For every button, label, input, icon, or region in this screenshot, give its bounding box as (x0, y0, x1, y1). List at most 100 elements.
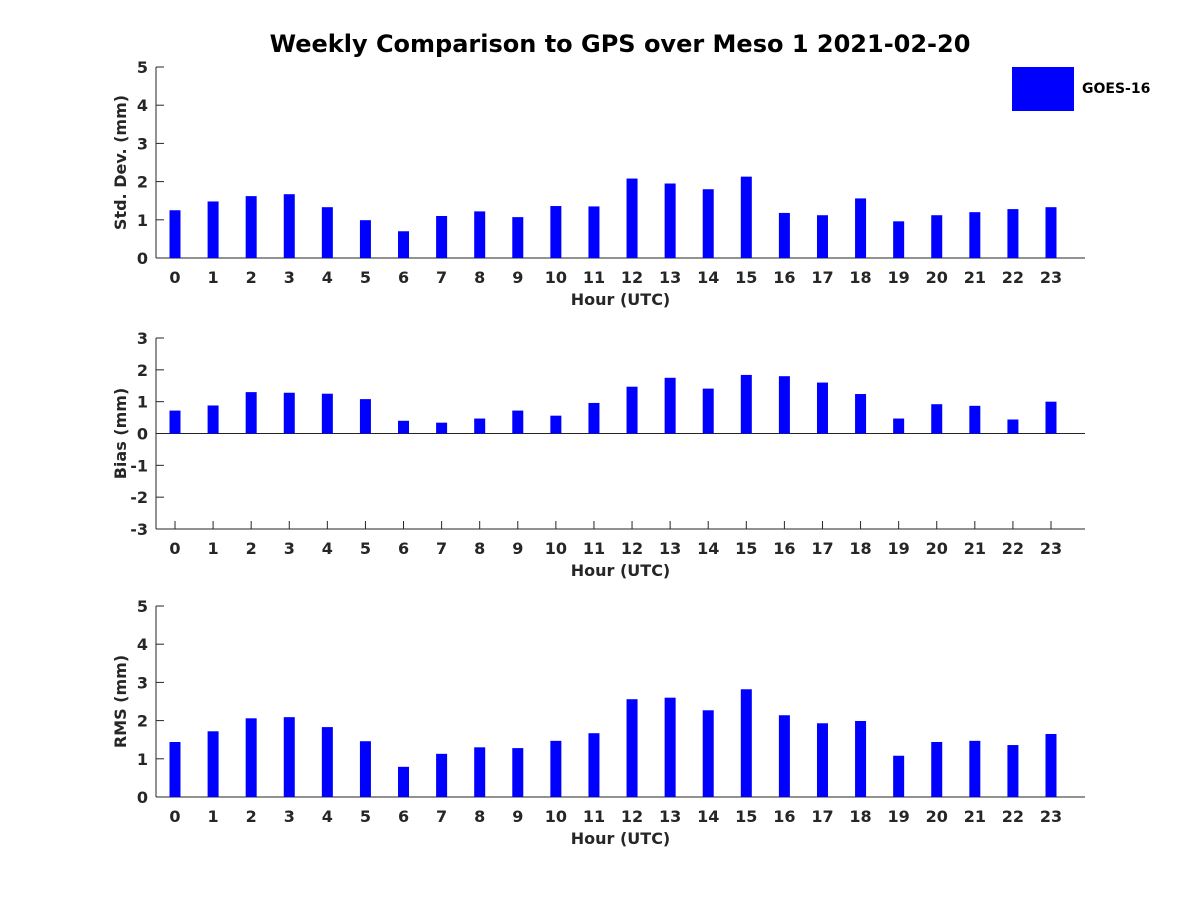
bias-x-tick-label: 21 (964, 539, 986, 558)
rms-bar-13 (664, 697, 676, 797)
rms-bar-19 (893, 755, 905, 797)
bias-x-tick-label: 17 (811, 539, 833, 558)
std-dev-x-tick-label: 11 (583, 268, 605, 287)
rms-x-tick-label: 23 (1040, 807, 1062, 826)
std-dev-y-tick-label: 4 (137, 96, 148, 115)
bias-x-tick-label: 9 (512, 539, 523, 558)
rms-x-tick-label: 14 (697, 807, 719, 826)
bias-x-tick-label: 12 (621, 539, 643, 558)
bias-bar-6 (398, 420, 410, 434)
std-dev-x-tick-label: 21 (964, 268, 986, 287)
bias-x-tick-label: 10 (545, 539, 567, 558)
std-dev-bar-5 (359, 220, 371, 258)
bias-bar-0 (169, 410, 181, 434)
rms-x-tick-label: 8 (474, 807, 485, 826)
rms-y-tick-label: 5 (137, 597, 148, 616)
bias-bar-7 (436, 422, 448, 434)
bias-bar-15 (740, 374, 752, 434)
rms-bar-12 (626, 699, 638, 797)
std-dev-x-tick-label: 20 (926, 268, 948, 287)
bias-y-tick-label: 3 (137, 329, 148, 348)
std-dev-bar-20 (931, 215, 943, 258)
std-dev-x-tick-label: 23 (1040, 268, 1062, 287)
bias-bar-23 (1045, 401, 1057, 434)
bias-y-tick-label: -3 (130, 520, 148, 539)
std-dev-bar-0 (169, 210, 181, 258)
rms-x-tick-label: 19 (888, 807, 910, 826)
rms-bar-14 (702, 710, 714, 797)
bias-bar-19 (893, 418, 905, 434)
rms-bar-21 (969, 740, 981, 797)
bias-x-tick-label: 7 (436, 539, 447, 558)
std-dev-x-tick-label: 22 (1002, 268, 1024, 287)
bias-y-tick-label: 0 (137, 425, 148, 444)
bias-y-tick-label: -1 (130, 456, 148, 475)
bias-bar-8 (474, 418, 486, 434)
std-dev-bar-13 (664, 183, 676, 258)
bias-bar-9 (512, 410, 524, 434)
rms-y-tick-label: 2 (137, 712, 148, 731)
std-dev-x-tick-label: 18 (849, 268, 871, 287)
rms-bar-9 (512, 748, 524, 797)
bias-x-tick-label: 11 (583, 539, 605, 558)
bias-x-tick-label: 5 (360, 539, 371, 558)
legend-label: GOES-16 (1082, 81, 1151, 97)
bias-x-tick-label: 14 (697, 539, 719, 558)
bias-bar-11 (588, 402, 600, 434)
rms-x-tick-label: 7 (436, 807, 447, 826)
std-dev-x-tick-label: 0 (169, 268, 180, 287)
std-dev-bar-12 (626, 178, 638, 258)
bias-x-tick-label: 16 (773, 539, 795, 558)
bias-bar-14 (702, 388, 714, 434)
bias-bar-22 (1007, 419, 1019, 434)
bias-bar-12 (626, 386, 638, 434)
bias-x-tick-label: 3 (284, 539, 295, 558)
rms-x-tick-label: 16 (773, 807, 795, 826)
bias-bar-18 (855, 394, 867, 434)
std-dev-y-tick-label: 0 (137, 249, 148, 268)
rms-y-tick-label: 3 (137, 673, 148, 692)
bias-x-tick-label: 20 (926, 539, 948, 558)
std-dev-bar-2 (245, 196, 257, 258)
std-dev-x-tick-label: 3 (284, 268, 295, 287)
std-dev-x-tick-label: 19 (888, 268, 910, 287)
rms-bar-6 (398, 766, 410, 797)
bias-bar-16 (778, 376, 790, 434)
rms-bar-5 (359, 741, 371, 797)
std-dev-x-tick-label: 9 (512, 268, 523, 287)
rms-bar-3 (283, 717, 295, 797)
rms-x-tick-label: 18 (849, 807, 871, 826)
rms-bar-11 (588, 733, 600, 797)
rms-bar-1 (207, 731, 219, 797)
std-dev-bar-10 (550, 206, 562, 258)
std-dev-x-tick-label: 12 (621, 268, 643, 287)
rms-x-tick-label: 6 (398, 807, 409, 826)
bias-x-tick-label: 0 (169, 539, 180, 558)
rms-x-tick-label: 1 (208, 807, 219, 826)
std-dev-x-tick-label: 1 (208, 268, 219, 287)
bias-bar-13 (664, 377, 676, 434)
std-dev-y-axis-label: Std. Dev. (mm) (111, 95, 130, 230)
bias-x-tick-label: 6 (398, 539, 409, 558)
std-dev-x-tick-label: 14 (697, 268, 719, 287)
std-dev-bar-16 (778, 212, 790, 258)
bias-x-tick-label: 4 (322, 539, 333, 558)
std-dev-y-tick-label: 3 (137, 134, 148, 153)
rms-bar-8 (474, 747, 486, 797)
rms-bar-18 (855, 720, 867, 797)
rms-x-axis-label: Hour (UTC) (571, 829, 671, 848)
rms-y-tick-label: 1 (137, 750, 148, 769)
rms-bar-4 (321, 727, 333, 797)
rms-bar-10 (550, 740, 562, 797)
rms-x-tick-label: 3 (284, 807, 295, 826)
std-dev-x-tick-label: 16 (773, 268, 795, 287)
std-dev-bar-11 (588, 206, 600, 258)
bias-y-axis-label: Bias (mm) (111, 388, 130, 480)
rms-x-tick-label: 17 (811, 807, 833, 826)
std-dev-bar-9 (512, 217, 524, 258)
rms-x-tick-label: 15 (735, 807, 757, 826)
std-dev-y-tick-label: 1 (137, 211, 148, 230)
std-dev-x-tick-label: 6 (398, 268, 409, 287)
